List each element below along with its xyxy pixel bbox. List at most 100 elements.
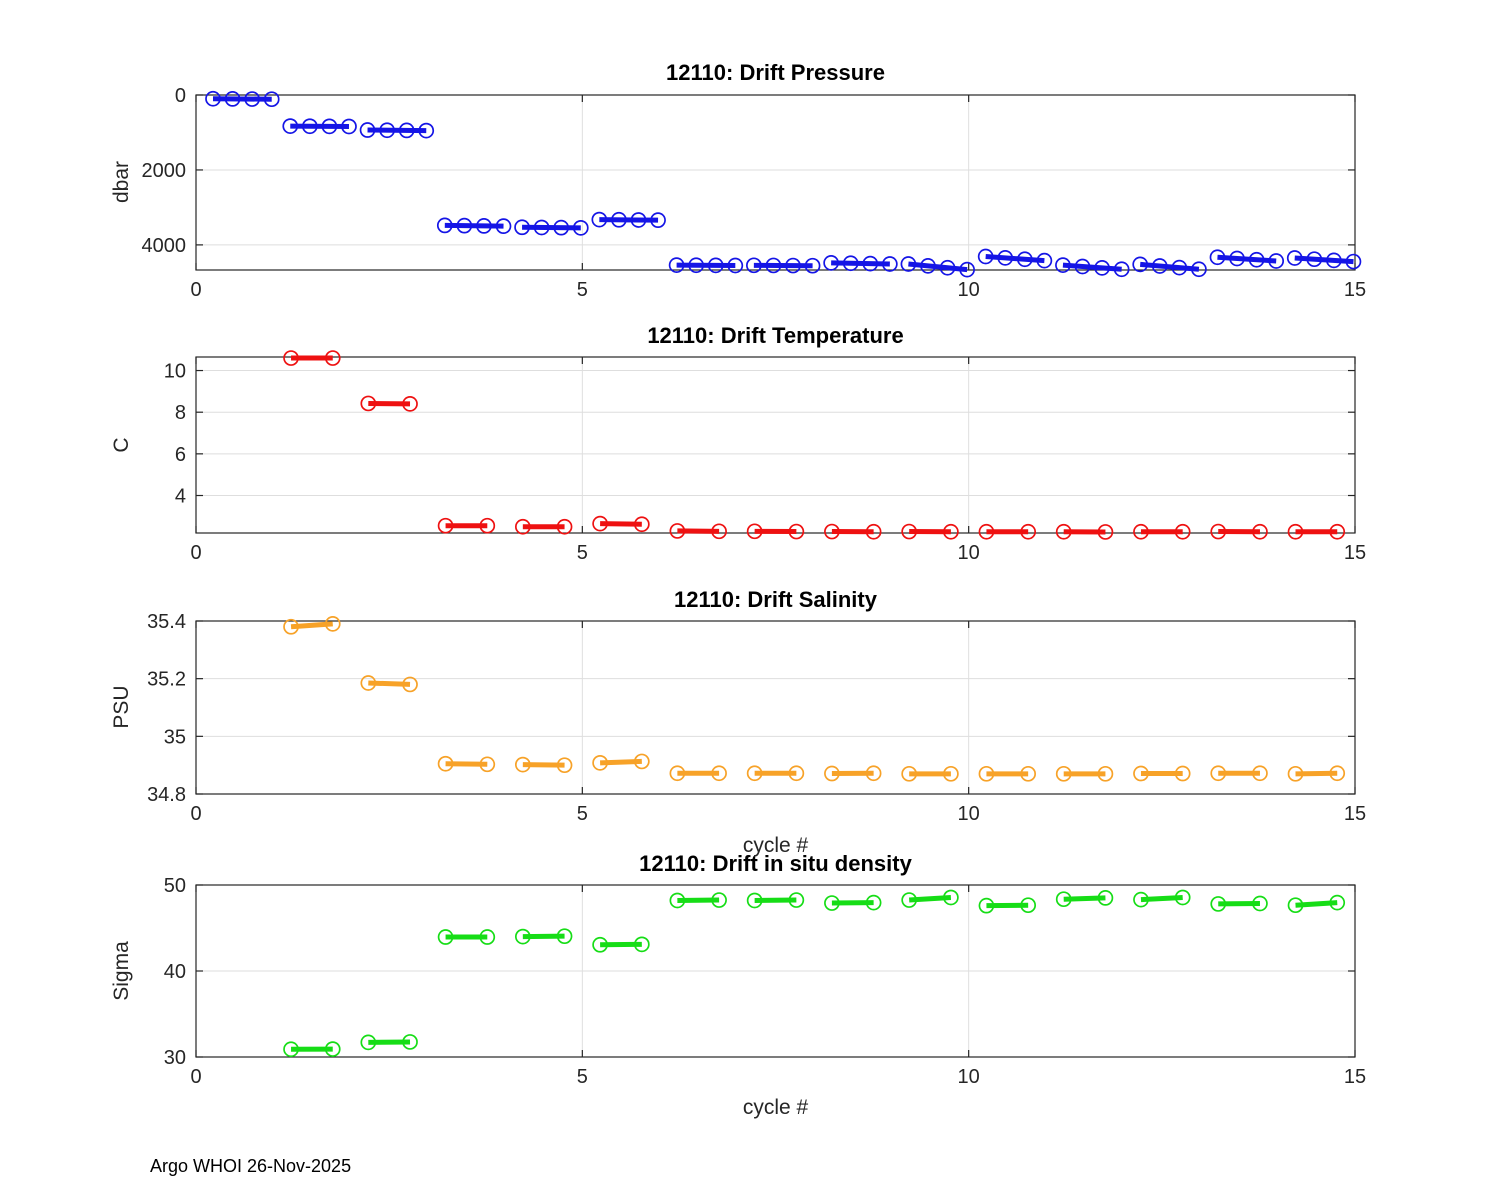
data-marker — [630, 212, 647, 228]
data-marker — [456, 217, 473, 234]
data-marker — [556, 757, 573, 774]
data-marker — [1286, 250, 1303, 266]
x-tick-label: 15 — [1344, 542, 1366, 564]
data-marker — [959, 261, 975, 278]
data-marker — [1020, 897, 1037, 914]
data-marker — [1329, 523, 1346, 540]
data-marker — [437, 755, 454, 772]
data-marker — [824, 895, 840, 911]
data-marker — [282, 118, 299, 134]
data-marker — [360, 395, 377, 412]
data-marker — [533, 219, 550, 236]
data-marker — [765, 257, 782, 274]
data-marker — [1074, 258, 1091, 275]
data-marker — [592, 936, 608, 953]
data-marker — [418, 122, 435, 139]
data-marker — [359, 122, 376, 138]
data-marker — [437, 517, 454, 534]
data-marker — [669, 765, 686, 782]
segment-line — [908, 261, 968, 273]
data-marker — [633, 753, 650, 770]
data-marker — [1097, 890, 1114, 906]
x-tick-label: 10 — [958, 1066, 980, 1088]
x-tick-label: 5 — [577, 279, 588, 301]
data-marker — [1133, 765, 1149, 782]
data-marker — [978, 523, 995, 540]
series-drift-pressure — [205, 90, 1362, 278]
y-tick-label: 34.8 — [147, 784, 186, 806]
x-tick-label: 5 — [577, 1066, 588, 1088]
data-marker — [823, 255, 839, 271]
y-tick-label: 6 — [175, 444, 186, 466]
data-marker — [479, 929, 496, 945]
data-marker — [572, 219, 589, 236]
density-plot-title: 12110: Drift in situ density — [639, 851, 912, 876]
data-marker — [1055, 257, 1071, 273]
subplot-drift-temperature: 0 5 10 15 4 6 8 10 — [164, 350, 1366, 564]
figure-footer-text: Argo WHOI 26-Nov-2025 — [150, 1156, 352, 1176]
salinity-x-axis-label: cycle # — [742, 834, 809, 857]
x-tick-label: 15 — [1344, 1066, 1366, 1088]
data-marker — [865, 523, 882, 540]
data-marker — [1326, 252, 1342, 269]
data-marker — [746, 257, 762, 274]
data-marker — [901, 523, 918, 540]
data-marker — [633, 516, 650, 533]
data-marker — [788, 892, 805, 908]
data-marker — [402, 676, 418, 693]
data-marker — [324, 350, 341, 366]
data-marker — [788, 765, 805, 782]
data-marker — [707, 257, 724, 274]
data-marker — [1174, 889, 1191, 906]
data-marker — [1191, 261, 1207, 278]
segment-line — [1139, 261, 1200, 272]
data-marker — [1133, 891, 1149, 908]
x-tick-label: 10 — [958, 542, 980, 564]
data-marker — [727, 257, 744, 274]
data-marker — [402, 1034, 418, 1050]
data-marker — [1020, 765, 1037, 782]
pressure-plot-title: 12110: Drift Pressure — [666, 60, 885, 85]
data-marker — [1252, 895, 1268, 912]
data-marker — [901, 765, 918, 782]
data-marker — [943, 889, 959, 906]
data-marker — [301, 118, 318, 135]
data-marker — [436, 217, 453, 234]
y-tick-label: 8 — [175, 402, 186, 424]
data-marker — [650, 212, 666, 229]
data-marker — [669, 892, 686, 909]
pressure-y-axis-label: dbar — [110, 160, 133, 204]
y-tick-label: 35.4 — [147, 611, 186, 633]
data-marker — [668, 257, 685, 273]
data-marker — [224, 91, 241, 107]
data-marker — [1252, 765, 1268, 782]
data-marker — [1287, 765, 1304, 782]
data-marker — [283, 618, 299, 635]
data-marker — [1329, 765, 1346, 782]
data-marker — [882, 256, 898, 272]
data-marker — [283, 350, 299, 366]
data-marker — [1016, 251, 1033, 268]
axes-box — [195, 356, 1356, 534]
data-marker — [1055, 765, 1072, 782]
data-marker — [824, 523, 840, 540]
data-marker — [711, 765, 727, 782]
x-tick-label: 15 — [1344, 279, 1366, 301]
temperature-plot-title: 12110: Drift Temperature — [647, 323, 904, 348]
data-marker — [1210, 523, 1227, 540]
x-tick-label: 15 — [1344, 803, 1366, 825]
data-marker — [920, 258, 936, 274]
x-tick-label: 5 — [577, 542, 588, 564]
y-tick-label: 4000 — [142, 235, 187, 257]
data-marker — [1020, 523, 1037, 540]
segment-line — [444, 222, 504, 229]
data-marker — [244, 91, 260, 107]
data-marker — [1097, 765, 1114, 782]
temperature-y-axis-label: C — [110, 437, 133, 453]
data-marker — [1248, 251, 1265, 268]
segment-line — [985, 254, 1045, 264]
data-marker — [591, 211, 608, 228]
data-marker — [379, 122, 395, 139]
data-marker — [1268, 253, 1285, 269]
axes-box — [195, 94, 1356, 271]
